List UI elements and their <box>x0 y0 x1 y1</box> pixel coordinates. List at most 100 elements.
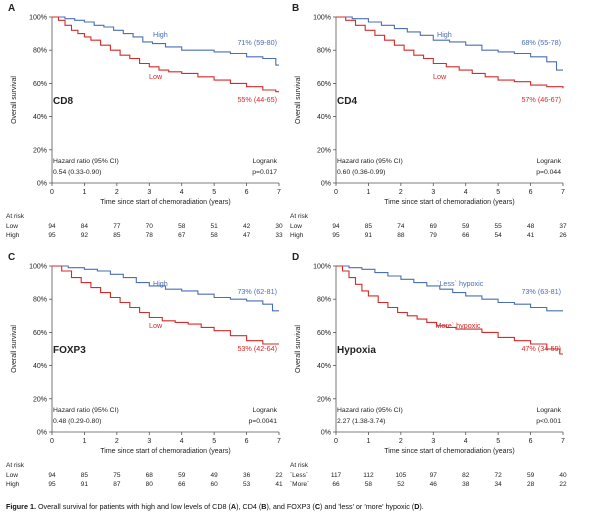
at-risk-row-label: Low <box>6 223 18 230</box>
at-risk-count: 28 <box>527 481 535 488</box>
y-tick-label: 60% <box>317 81 331 88</box>
x-tick-label: 1 <box>82 438 86 445</box>
panel-letter: A <box>8 3 15 14</box>
at-risk-count: 68 <box>146 472 154 479</box>
at-risk-count: 53 <box>243 481 251 488</box>
x-axis-title: Time since start of chemoradiation (year… <box>100 448 230 455</box>
end-value-label: 71% (59-80) <box>237 38 277 47</box>
at-risk-count: 42 <box>243 223 251 230</box>
logrank-label: Logrank <box>252 407 277 414</box>
caption-label: Figure 1. <box>6 502 36 511</box>
x-tick-label: 4 <box>180 189 184 196</box>
x-tick-label: 4 <box>464 189 468 196</box>
hazard-ratio-value: 0.54 (0.33-0.90) <box>53 169 101 176</box>
caption-letter-c: C <box>314 502 321 511</box>
at-risk-count: 59 <box>462 223 470 230</box>
at-risk-count: 66 <box>462 232 470 239</box>
at-risk-count: 49 <box>211 472 219 479</box>
y-axis-title: Overall survival <box>295 325 302 373</box>
y-tick-label: 100% <box>313 264 331 271</box>
panel-letter: D <box>292 252 299 263</box>
at-risk-count: 38 <box>462 481 470 488</box>
marker-label: Hypoxia <box>337 345 376 356</box>
hazard-ratio-label: Hazard ratio (95% CI) <box>53 158 119 165</box>
hazard-ratio-value: 0.48 (0.29-0.80) <box>53 418 101 425</box>
at-risk-count: 94 <box>332 223 340 230</box>
x-tick-label: 5 <box>496 438 500 445</box>
at-risk-row-label: Low <box>6 472 18 479</box>
at-risk-count: 95 <box>48 232 56 239</box>
y-tick-label: 100% <box>29 264 47 271</box>
at-risk-row-label: Low <box>290 223 302 230</box>
at-risk-count: 69 <box>430 223 438 230</box>
x-tick-label: 4 <box>464 438 468 445</box>
x-axis-title: Time since start of chemoradiation (year… <box>100 199 230 206</box>
panel-letter: B <box>292 3 299 14</box>
series-label: Low <box>149 72 163 81</box>
x-axis-title: Time since start of chemoradiation (year… <box>384 199 514 206</box>
y-tick-label: 40% <box>33 114 47 121</box>
at-risk-count: 30 <box>275 223 283 230</box>
series-label: Low <box>433 72 447 81</box>
at-risk-count: 72 <box>495 472 503 479</box>
y-tick-label: 20% <box>33 147 47 154</box>
x-tick-label: 7 <box>277 438 281 445</box>
at-risk-count: 33 <box>275 232 283 239</box>
y-tick-label: 100% <box>313 15 331 22</box>
x-tick-label: 2 <box>399 189 403 196</box>
km-curve-high <box>336 16 563 71</box>
at-risk-count: 95 <box>332 232 340 239</box>
x-tick-label: 2 <box>399 438 403 445</box>
x-tick-label: 3 <box>147 189 151 196</box>
series-label: Low <box>149 321 163 330</box>
at-risk-count: 46 <box>430 481 438 488</box>
x-tick-label: 2 <box>115 189 119 196</box>
at-risk-count: 88 <box>397 232 405 239</box>
x-tick-label: 6 <box>245 438 249 445</box>
x-axis-title: Time since start of chemoradiation (year… <box>384 448 514 455</box>
logrank-label: Logrank <box>536 407 561 414</box>
at-risk-count: 37 <box>559 223 567 230</box>
x-tick-label: 0 <box>50 189 54 196</box>
at-risk-count: 97 <box>430 472 438 479</box>
at-risk-count: 112 <box>363 472 374 479</box>
at-risk-count: 85 <box>113 232 121 239</box>
x-tick-label: 3 <box>147 438 151 445</box>
caption-letter-d: D <box>414 502 420 511</box>
marker-label: FOXP3 <box>53 345 86 356</box>
y-tick-label: 0% <box>37 181 47 188</box>
at-risk-count: 59 <box>178 472 186 479</box>
at-risk-row-label: `More` <box>290 481 309 488</box>
x-tick-label: 6 <box>245 189 249 196</box>
y-tick-label: 60% <box>317 330 331 337</box>
series-label: High <box>437 30 452 39</box>
at-risk-count: 77 <box>113 223 121 230</box>
end-value-label: 73% (63-81) <box>521 287 561 296</box>
at-risk-count: 58 <box>178 223 186 230</box>
x-tick-label: 3 <box>431 438 435 445</box>
x-tick-label: 5 <box>496 189 500 196</box>
logrank-value: p=0.044 <box>536 169 561 176</box>
at-risk-count: 34 <box>495 481 503 488</box>
caption-letter-a: A <box>230 502 237 511</box>
series-label: High <box>153 279 168 288</box>
hazard-ratio-label: Hazard ratio (95% CI) <box>337 407 403 414</box>
x-tick-label: 0 <box>334 189 338 196</box>
caption-text-2: ), CD4 ( <box>236 502 262 511</box>
y-tick-label: 40% <box>317 363 331 370</box>
y-tick-label: 100% <box>29 15 47 22</box>
panel-letter: C <box>8 252 15 263</box>
at-risk-count: 41 <box>275 481 283 488</box>
x-tick-label: 0 <box>50 438 54 445</box>
at-risk-count: 82 <box>462 472 470 479</box>
at-risk-count: 85 <box>81 472 89 479</box>
at-risk-count: 91 <box>81 481 89 488</box>
at-risk-count: 58 <box>211 232 219 239</box>
x-tick-label: 5 <box>212 438 216 445</box>
at-risk-count: 22 <box>275 472 283 479</box>
at-risk-row-label: High <box>6 481 20 488</box>
panel-c: C 0% 20% 40% 60% 80% 100% 0 1 2 3 4 5 6 7 Time since st… <box>6 252 283 488</box>
